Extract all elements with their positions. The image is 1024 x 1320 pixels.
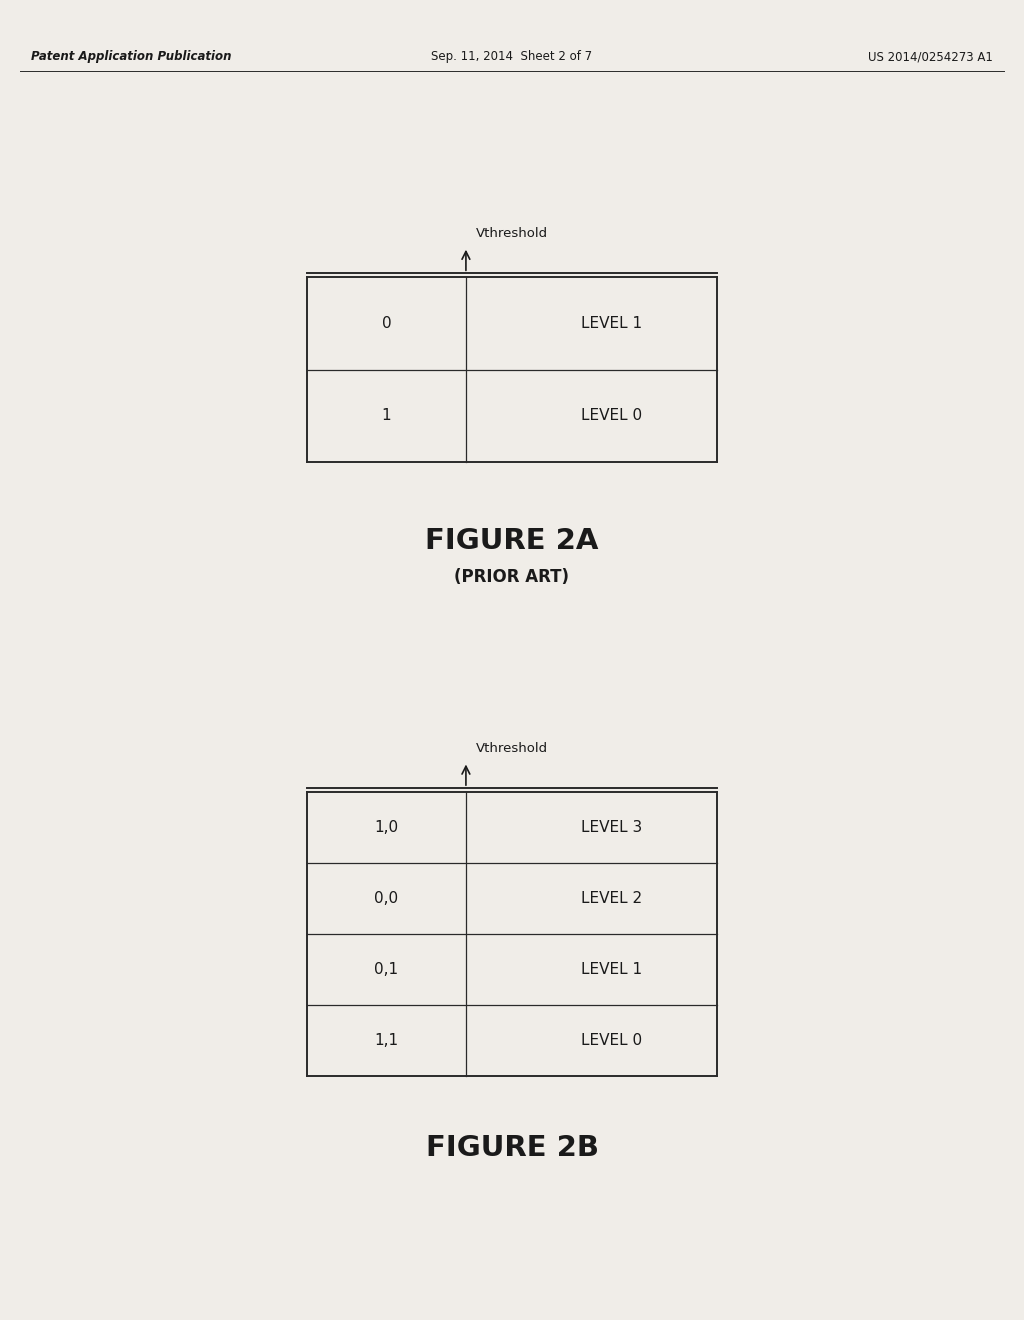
Text: Vthreshold: Vthreshold (476, 227, 548, 240)
Text: 1,1: 1,1 (375, 1032, 398, 1048)
Text: FIGURE 2B: FIGURE 2B (426, 1134, 598, 1163)
Text: LEVEL 3: LEVEL 3 (582, 820, 642, 836)
Text: 0,0: 0,0 (375, 891, 398, 906)
Text: Patent Application Publication: Patent Application Publication (31, 50, 231, 63)
Text: LEVEL 2: LEVEL 2 (582, 891, 642, 906)
Text: 0: 0 (382, 315, 391, 331)
Text: (PRIOR ART): (PRIOR ART) (455, 568, 569, 586)
Text: 1: 1 (382, 408, 391, 424)
Text: LEVEL 0: LEVEL 0 (582, 1032, 642, 1048)
Text: LEVEL 1: LEVEL 1 (582, 315, 642, 331)
Text: FIGURE 2A: FIGURE 2A (425, 527, 599, 556)
Text: US 2014/0254273 A1: US 2014/0254273 A1 (868, 50, 993, 63)
Text: 0,1: 0,1 (375, 962, 398, 977)
Text: Sep. 11, 2014  Sheet 2 of 7: Sep. 11, 2014 Sheet 2 of 7 (431, 50, 593, 63)
Text: LEVEL 0: LEVEL 0 (582, 408, 642, 424)
Text: 1,0: 1,0 (375, 820, 398, 836)
Text: LEVEL 1: LEVEL 1 (582, 962, 642, 977)
Text: Vthreshold: Vthreshold (476, 742, 548, 755)
